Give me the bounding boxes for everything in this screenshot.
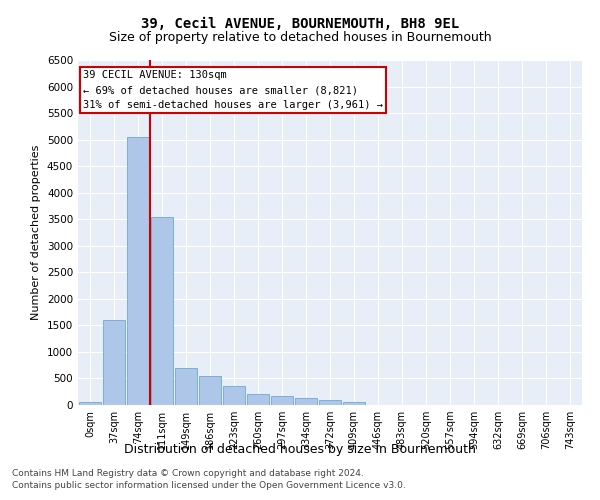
Bar xyxy=(151,216,173,405)
Bar xyxy=(247,394,269,405)
Text: Size of property relative to detached houses in Bournemouth: Size of property relative to detached ho… xyxy=(109,31,491,44)
Bar xyxy=(103,320,125,405)
Bar xyxy=(295,398,317,405)
Text: 39 CECIL AVENUE: 130sqm
← 69% of detached houses are smaller (8,821)
31% of semi: 39 CECIL AVENUE: 130sqm ← 69% of detache… xyxy=(83,70,383,110)
Bar xyxy=(319,400,341,405)
Text: 39, Cecil AVENUE, BOURNEMOUTH, BH8 9EL: 39, Cecil AVENUE, BOURNEMOUTH, BH8 9EL xyxy=(141,18,459,32)
Bar xyxy=(343,402,365,405)
Bar xyxy=(79,402,101,405)
Y-axis label: Number of detached properties: Number of detached properties xyxy=(31,145,41,320)
Bar xyxy=(271,396,293,405)
Bar xyxy=(127,137,149,405)
Text: Contains HM Land Registry data © Crown copyright and database right 2024.: Contains HM Land Registry data © Crown c… xyxy=(12,469,364,478)
Text: Contains public sector information licensed under the Open Government Licence v3: Contains public sector information licen… xyxy=(12,481,406,490)
Bar xyxy=(175,368,197,405)
Bar xyxy=(199,376,221,405)
Bar xyxy=(223,386,245,405)
Text: Distribution of detached houses by size in Bournemouth: Distribution of detached houses by size … xyxy=(124,442,476,456)
